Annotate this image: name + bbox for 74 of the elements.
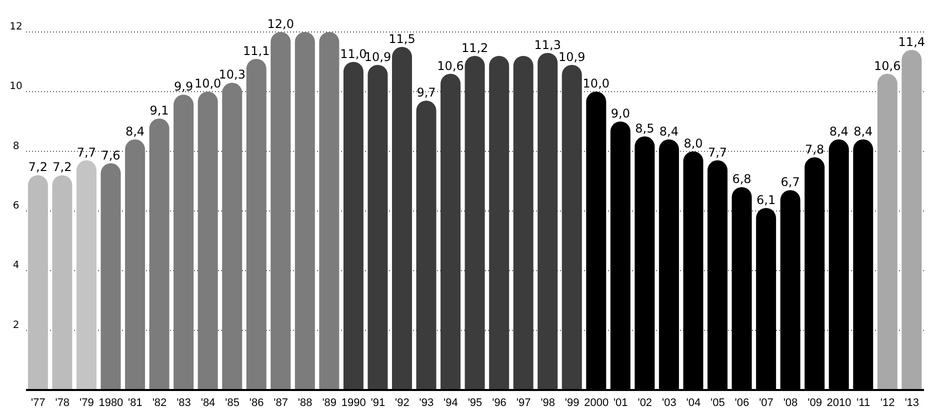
x-tick-label: '91 bbox=[370, 396, 386, 409]
data-label: 7,2 bbox=[52, 160, 72, 174]
data-label: 9,1 bbox=[150, 104, 169, 118]
data-label: 11,2 bbox=[461, 40, 488, 55]
data-label: 12,0 bbox=[267, 17, 294, 31]
x-tick-label: '08 bbox=[783, 396, 798, 409]
x-tick-label: '89 bbox=[322, 396, 337, 409]
data-label: 9,9 bbox=[174, 80, 194, 94]
data-label: 11,0 bbox=[340, 46, 367, 61]
data-label: 8,4 bbox=[854, 124, 873, 138]
x-tick-label: '02 bbox=[638, 396, 652, 409]
data-label: 10,9 bbox=[558, 50, 586, 64]
data-label: 6,1 bbox=[756, 193, 776, 208]
data-label: 8,4 bbox=[125, 124, 145, 138]
data-label: 9,7 bbox=[416, 86, 436, 100]
data-label: 10,6 bbox=[874, 58, 901, 73]
x-tick-label: 1990 bbox=[341, 396, 366, 409]
x-tick-label: '12 bbox=[880, 396, 895, 409]
y-tick-label: 8 bbox=[12, 140, 20, 152]
x-tick-label: '83 bbox=[176, 396, 191, 409]
x-tick-label: '99 bbox=[564, 396, 580, 409]
y-tick-label: 10 bbox=[10, 81, 22, 92]
x-tick-label: '92 bbox=[395, 396, 410, 409]
x-tick-label: '77 bbox=[30, 396, 46, 409]
x-tick-label: '03 bbox=[662, 396, 676, 409]
x-tick-label: '95 bbox=[468, 396, 482, 409]
x-tick-label: '86 bbox=[249, 396, 264, 409]
data-label: 7,7 bbox=[708, 145, 728, 160]
x-tick-label: '87 bbox=[274, 396, 288, 409]
x-tick-label: '85 bbox=[225, 396, 240, 409]
x-tick-label: '13 bbox=[904, 396, 920, 409]
data-label: 6,7 bbox=[780, 175, 800, 190]
data-label: 6,8 bbox=[732, 172, 752, 186]
data-label: 7,7 bbox=[76, 145, 96, 160]
data-label: 11,4 bbox=[898, 34, 926, 49]
x-tick-label: '11 bbox=[856, 396, 870, 409]
data-label: 8,4 bbox=[659, 124, 679, 138]
x-tick-label: '98 bbox=[540, 396, 555, 409]
data-label: 11,3 bbox=[534, 38, 561, 52]
x-tick-label: '84 bbox=[200, 396, 216, 409]
x-tick-label: '96 bbox=[492, 396, 506, 409]
x-tick-label: '88 bbox=[298, 396, 312, 409]
x-tick-label: '05 bbox=[710, 396, 725, 409]
data-label: 8,5 bbox=[635, 121, 654, 136]
x-tick-label: '79 bbox=[80, 396, 94, 409]
x-tick-label: '94 bbox=[444, 396, 458, 409]
x-tick-label: '04 bbox=[686, 396, 701, 409]
y-tick-label: 6 bbox=[12, 200, 20, 212]
y-tick-label: 4 bbox=[12, 260, 20, 272]
x-tick-label: '06 bbox=[734, 396, 750, 409]
data-label: 9,0 bbox=[610, 106, 630, 120]
data-label: 7,8 bbox=[805, 142, 824, 156]
x-tick-label: '81 bbox=[128, 396, 142, 409]
x-tick-label: 1980 bbox=[98, 396, 124, 409]
x-tick-label: '09 bbox=[808, 396, 822, 409]
x-tick-label: 2010 bbox=[826, 396, 852, 409]
data-label: 10,0 bbox=[582, 76, 610, 91]
x-tick-label: '07 bbox=[759, 396, 774, 409]
data-label: 8,4 bbox=[829, 124, 848, 138]
y-tick-label: 12 bbox=[10, 22, 22, 33]
data-label: 7,6 bbox=[101, 148, 120, 162]
x-tick-label: '78 bbox=[55, 396, 70, 409]
data-label: 10,6 bbox=[437, 58, 464, 73]
x-tick-label: '97 bbox=[516, 396, 531, 409]
data-label: 11,1 bbox=[243, 44, 270, 58]
x-tick-label: '01 bbox=[613, 396, 628, 409]
data-label: 7,2 bbox=[28, 160, 48, 174]
data-label: 8,0 bbox=[684, 136, 703, 150]
y-tick-label: 2 bbox=[12, 320, 20, 331]
data-label: 11,5 bbox=[388, 32, 416, 46]
x-tick-label: 2000 bbox=[584, 396, 609, 409]
x-tick-label: '82 bbox=[152, 396, 167, 409]
data-label: 10,0 bbox=[194, 76, 222, 91]
x-tick-label: '93 bbox=[419, 396, 434, 409]
